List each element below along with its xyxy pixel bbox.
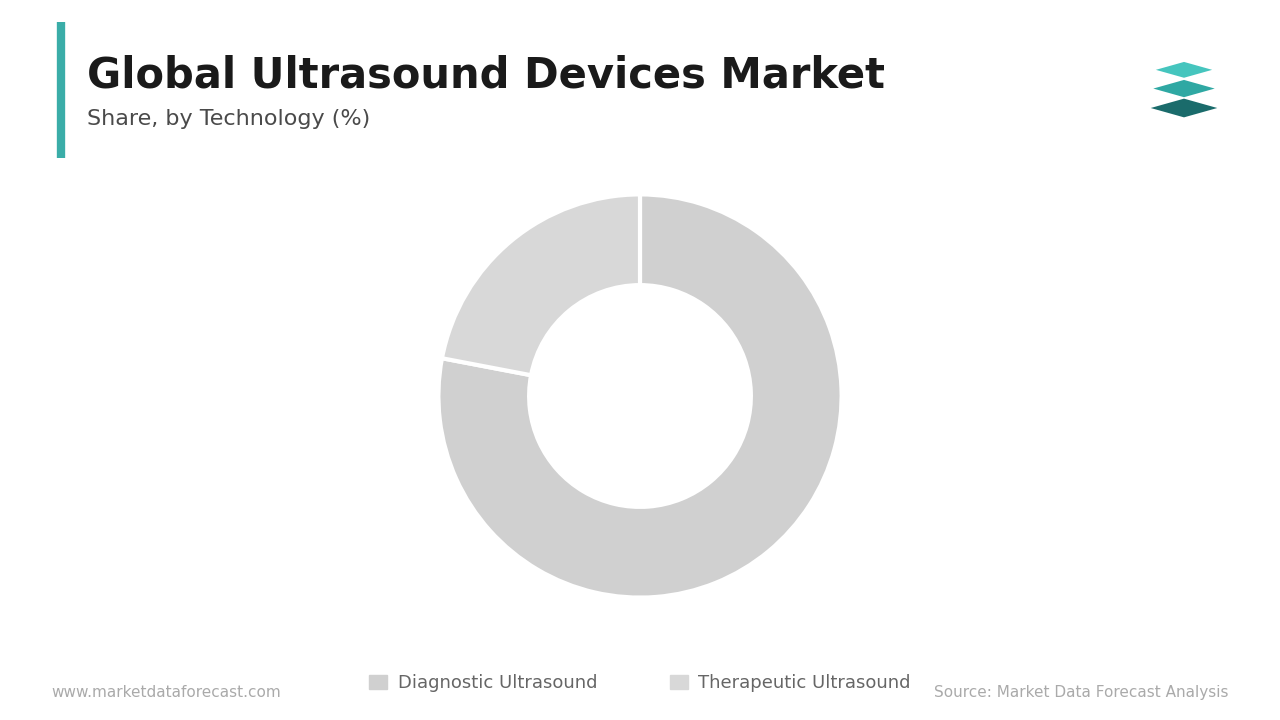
Text: Source: Market Data Forecast Analysis: Source: Market Data Forecast Analysis [934,685,1229,700]
Text: www.marketdataforecast.com: www.marketdataforecast.com [51,685,280,700]
Wedge shape [442,194,640,375]
Text: Share, by Technology (%): Share, by Technology (%) [87,109,370,129]
Legend: Diagnostic Ultrasound, Therapeutic Ultrasound: Diagnostic Ultrasound, Therapeutic Ultra… [362,667,918,699]
Text: Global Ultrasound Devices Market: Global Ultrasound Devices Market [87,55,884,96]
Wedge shape [439,194,841,598]
